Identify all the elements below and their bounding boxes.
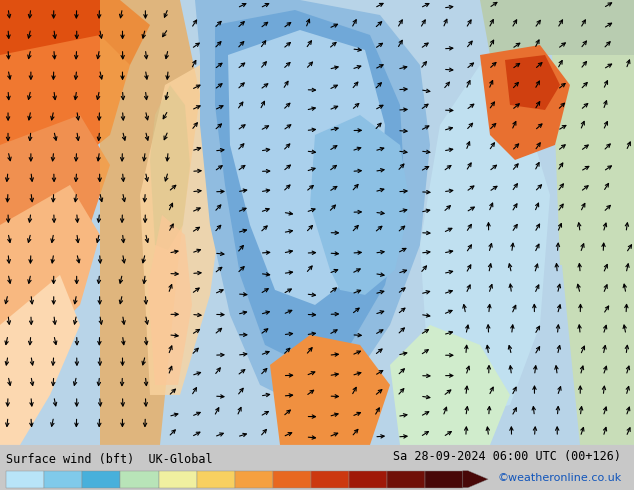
Bar — [120, 470, 158, 488]
Text: ©weatheronline.co.uk: ©weatheronline.co.uk — [497, 473, 621, 483]
Text: Sa 28-09-2024 06:00 UTC (00+126): Sa 28-09-2024 06:00 UTC (00+126) — [393, 450, 621, 464]
FancyArrow shape — [463, 470, 488, 488]
Polygon shape — [100, 0, 200, 445]
Polygon shape — [560, 245, 634, 445]
Bar — [44, 470, 82, 488]
Polygon shape — [0, 115, 110, 255]
Bar — [349, 470, 387, 488]
Polygon shape — [270, 335, 390, 445]
Bar — [235, 470, 273, 488]
Polygon shape — [480, 45, 570, 160]
Bar — [197, 470, 235, 488]
Bar — [387, 470, 425, 488]
Polygon shape — [140, 65, 230, 395]
Polygon shape — [550, 0, 634, 265]
Bar — [6, 470, 44, 488]
Polygon shape — [310, 115, 410, 295]
Polygon shape — [480, 0, 634, 55]
Bar — [158, 470, 197, 488]
Bar — [425, 470, 463, 488]
Polygon shape — [0, 275, 80, 445]
Polygon shape — [0, 35, 130, 175]
Polygon shape — [390, 325, 510, 445]
Polygon shape — [228, 30, 385, 305]
Bar — [82, 470, 120, 488]
Polygon shape — [0, 185, 100, 355]
Polygon shape — [215, 10, 405, 365]
Polygon shape — [505, 55, 560, 110]
Polygon shape — [148, 215, 192, 385]
Polygon shape — [150, 85, 190, 250]
Polygon shape — [0, 0, 150, 75]
Bar — [273, 470, 311, 488]
Polygon shape — [420, 65, 550, 415]
Bar — [311, 470, 349, 488]
Text: Surface wind (bft)  UK-Global: Surface wind (bft) UK-Global — [6, 453, 213, 466]
Polygon shape — [195, 0, 430, 405]
